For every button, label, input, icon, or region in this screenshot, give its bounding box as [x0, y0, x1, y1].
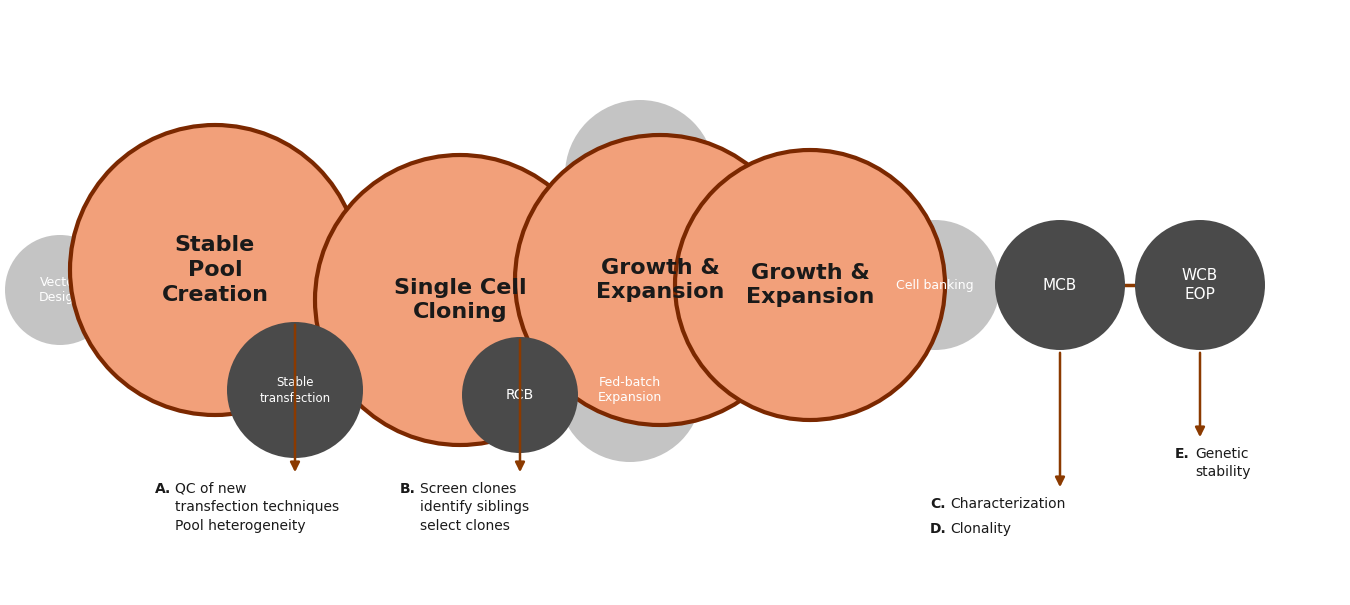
Text: Genetic
stability: Genetic stability [1195, 447, 1250, 479]
Text: Vector
Design: Vector Design [38, 275, 81, 304]
Text: Cell banking: Cell banking [896, 278, 973, 292]
Text: Fed-batch
Expansion: Fed-batch Expansion [598, 376, 661, 405]
Circle shape [70, 125, 360, 415]
Circle shape [315, 155, 605, 445]
Circle shape [514, 135, 805, 425]
Circle shape [227, 322, 363, 458]
Circle shape [1135, 220, 1265, 350]
Text: RCB: RCB [506, 388, 535, 402]
Text: Screen clones
identify siblings
select clones: Screen clones identify siblings select c… [420, 482, 529, 533]
Text: MCB: MCB [1042, 278, 1077, 292]
Text: Growth &
Expansion: Growth & Expansion [595, 258, 724, 302]
Circle shape [566, 100, 716, 250]
Circle shape [117, 272, 252, 408]
Circle shape [869, 220, 1000, 350]
Text: QC of new
transfection techniques
Pool heterogeneity: QC of new transfection techniques Pool h… [176, 482, 339, 533]
Circle shape [995, 220, 1125, 350]
Text: Stable
Pool
Creation: Stable Pool Creation [162, 235, 269, 305]
Text: E.: E. [1174, 447, 1189, 461]
Text: B.: B. [400, 482, 416, 496]
Text: Single
cell
isolation: Single cell isolation [363, 263, 416, 307]
Text: Host
Selection: Host Selection [157, 325, 213, 355]
Circle shape [5, 235, 115, 345]
Circle shape [462, 337, 578, 453]
Text: D.: D. [930, 522, 946, 536]
Text: A.: A. [155, 482, 171, 496]
Text: C.: C. [930, 497, 945, 511]
Text: Single Cell
Cloning: Single Cell Cloning [394, 278, 526, 322]
Text: Characterization: Characterization [950, 497, 1065, 511]
Text: Clonality: Clonality [950, 522, 1011, 536]
Text: WCB
EOP: WCB EOP [1181, 268, 1218, 302]
Circle shape [305, 200, 475, 370]
Text: Growth &
Expansion: Growth & Expansion [745, 263, 875, 307]
Circle shape [675, 150, 945, 420]
Circle shape [558, 318, 702, 462]
Text: Static
Expansion: Static Expansion [608, 160, 672, 189]
Text: Stable
transfection: Stable transfection [259, 376, 331, 405]
